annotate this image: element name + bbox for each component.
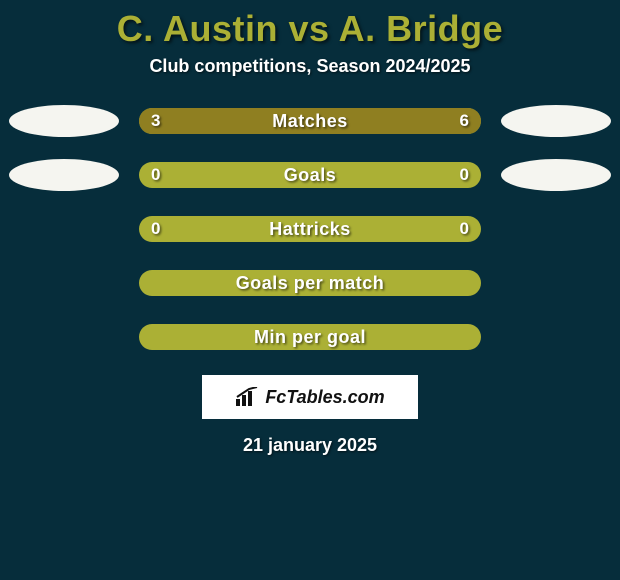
spacer xyxy=(9,213,119,245)
brand-chart-icon xyxy=(235,387,259,407)
stat-bar: Goals per match xyxy=(139,270,481,296)
spacer xyxy=(501,213,611,245)
brand-badge: FcTables.com xyxy=(202,375,418,419)
spacer xyxy=(9,321,119,353)
spacer xyxy=(9,267,119,299)
stat-label: Goals xyxy=(139,162,481,188)
stat-row: 00Hattricks xyxy=(0,213,620,245)
stats-rows: 36Matches 00Goals 00Hattricks Goals per mat… xyxy=(0,105,620,353)
stat-bar: Min per goal xyxy=(139,324,481,350)
stat-bar: 00Hattricks xyxy=(139,216,481,242)
page-title: C. Austin vs A. Bridge xyxy=(117,8,503,50)
player-right-badge xyxy=(501,105,611,137)
player-left-badge xyxy=(9,105,119,137)
stat-label: Goals per match xyxy=(139,270,481,296)
stat-row: Min per goal xyxy=(0,321,620,353)
stat-label: Hattricks xyxy=(139,216,481,242)
stat-row: Goals per match xyxy=(0,267,620,299)
content-root: C. Austin vs A. Bridge Club competitions… xyxy=(0,0,620,456)
stat-bar: 00Goals xyxy=(139,162,481,188)
player-right-badge xyxy=(501,159,611,191)
stat-label: Min per goal xyxy=(139,324,481,350)
stat-row: 00Goals xyxy=(0,159,620,191)
stat-row: 36Matches xyxy=(0,105,620,137)
player-left-badge xyxy=(9,159,119,191)
page-subtitle: Club competitions, Season 2024/2025 xyxy=(149,56,470,77)
date-text: 21 january 2025 xyxy=(243,435,377,456)
brand-text: FcTables.com xyxy=(265,387,384,408)
stat-label: Matches xyxy=(139,108,481,134)
spacer xyxy=(501,321,611,353)
spacer xyxy=(501,267,611,299)
stat-bar: 36Matches xyxy=(139,108,481,134)
